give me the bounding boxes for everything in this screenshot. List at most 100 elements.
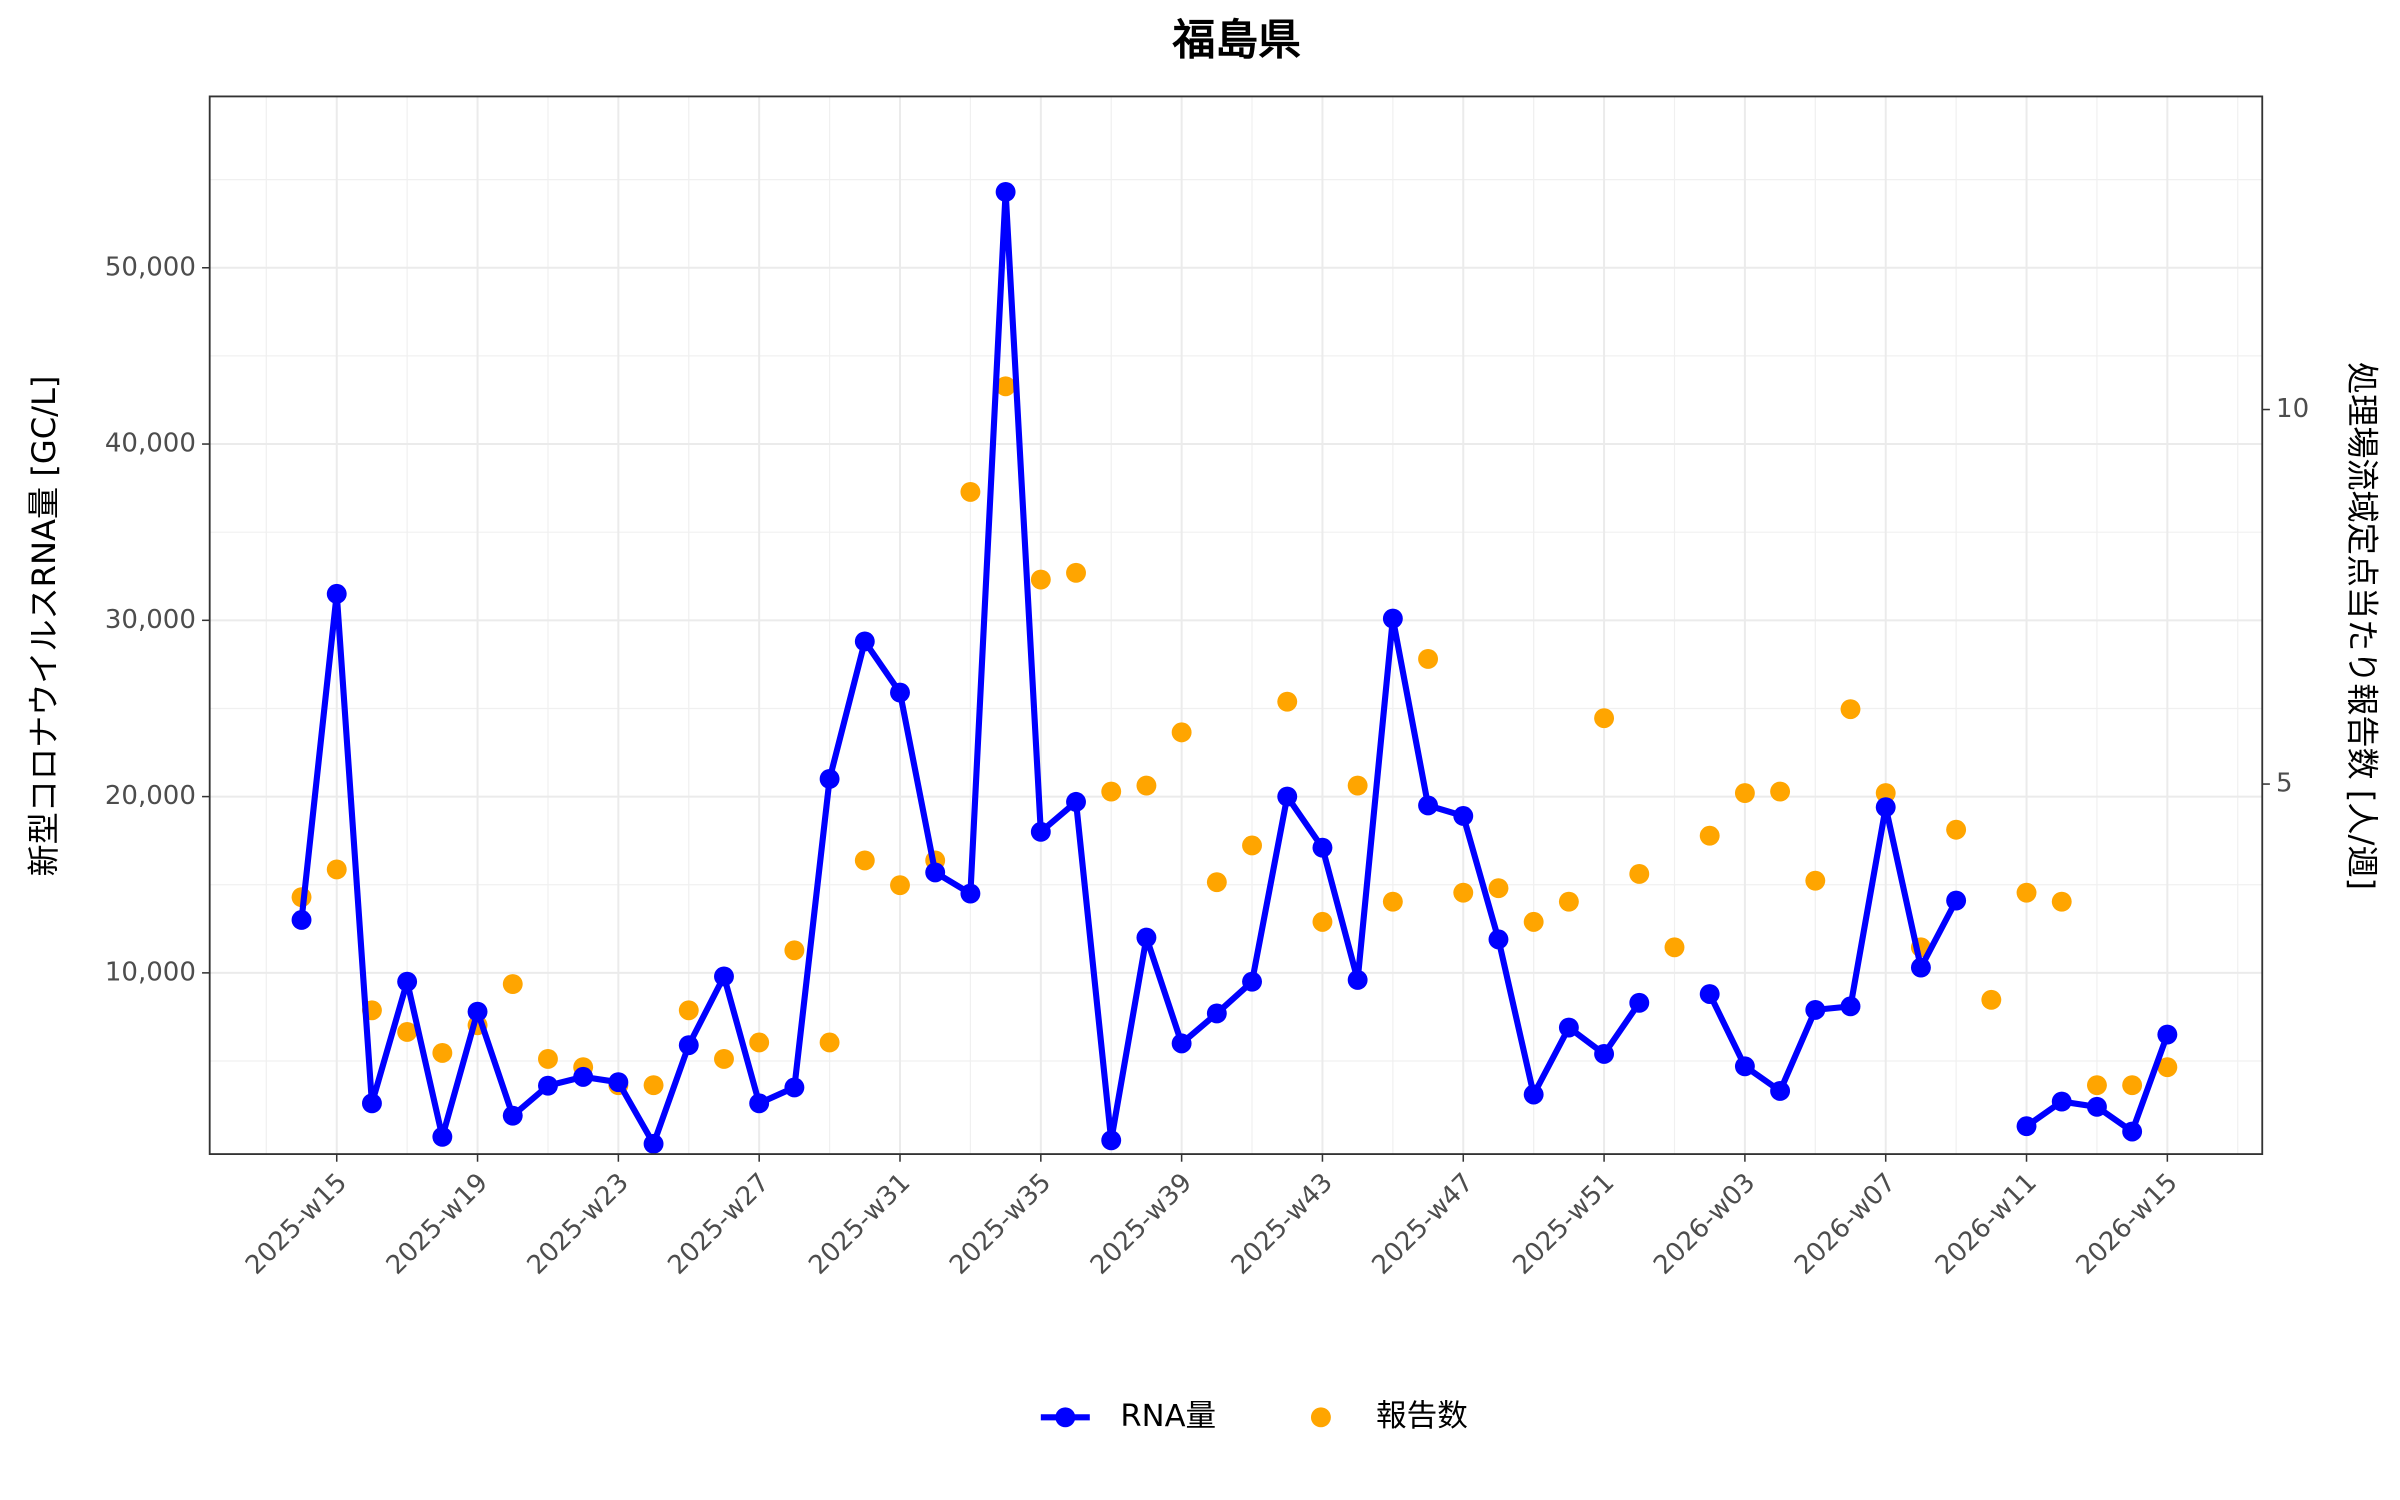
rna-point xyxy=(1840,996,1861,1017)
rna-point xyxy=(1312,837,1333,858)
report-point xyxy=(538,1049,558,1069)
x-tick-label: 2025-w15 xyxy=(240,1168,353,1281)
rna-point xyxy=(1418,795,1439,816)
report-point xyxy=(1558,891,1579,912)
report-point xyxy=(890,875,910,896)
x-tick-label: 2026-w07 xyxy=(1789,1168,1902,1281)
y2-tick-label: 5 xyxy=(2276,769,2293,799)
report-point xyxy=(1171,722,1192,743)
report-point xyxy=(1312,911,1333,932)
rna-point xyxy=(1734,1056,1755,1077)
rna-point xyxy=(890,682,910,703)
x-tick-label: 2025-w19 xyxy=(381,1168,494,1281)
rna-point xyxy=(1030,821,1051,842)
y-tick-label: 20,000 xyxy=(105,781,196,811)
report-point xyxy=(2157,1057,2178,1078)
report-point xyxy=(819,1032,840,1053)
report-point xyxy=(2016,882,2037,903)
rna-point xyxy=(2086,1096,2107,1117)
x-tick-label: 2025-w23 xyxy=(522,1168,635,1281)
rna-point xyxy=(643,1133,664,1154)
rna-point xyxy=(432,1126,453,1147)
x-tick-label: 2026-w03 xyxy=(1648,1168,1761,1281)
rna-point xyxy=(1136,927,1157,948)
rna-point xyxy=(819,769,840,789)
y-tick-label: 10,000 xyxy=(105,957,196,987)
rna-point xyxy=(2016,1116,2037,1137)
report-point xyxy=(1382,891,1403,912)
rna-point xyxy=(1453,806,1474,826)
rna-point xyxy=(925,862,946,883)
x-tick-label: 2025-w39 xyxy=(1085,1168,1198,1281)
report-point xyxy=(1101,781,1122,802)
rna-point xyxy=(960,883,981,904)
rna-point xyxy=(784,1077,805,1098)
report-point xyxy=(1699,825,1720,846)
report-point xyxy=(643,1075,664,1096)
report-point xyxy=(678,1000,699,1021)
rna-point xyxy=(1910,957,1931,978)
rna-point xyxy=(714,966,734,987)
rna-point xyxy=(1946,890,1967,911)
rna-point xyxy=(326,583,347,604)
rna-point xyxy=(1277,786,1298,807)
rna-point xyxy=(1066,791,1086,812)
x-tick-label: 2025-w31 xyxy=(803,1168,916,1281)
chart-title: 福島県 xyxy=(1171,15,1301,65)
x-tick-label: 2025-w51 xyxy=(1507,1168,1620,1281)
report-point xyxy=(1418,649,1439,669)
report-point xyxy=(1734,783,1755,803)
rna-point xyxy=(1805,999,1826,1020)
report-point xyxy=(1629,863,1650,884)
report-point xyxy=(1875,783,1896,803)
report-point xyxy=(1347,775,1368,796)
report-point xyxy=(502,974,523,994)
rna-point xyxy=(1242,971,1262,992)
rna-point xyxy=(1629,992,1650,1013)
report-point xyxy=(1981,989,2002,1010)
rna-point xyxy=(1347,969,1368,990)
report-point xyxy=(432,1043,453,1063)
report-point xyxy=(2122,1075,2143,1096)
y2-axis-title: 処理場流域定点当たり報告数 [人/週] xyxy=(2343,362,2381,890)
x-tick-label: 2026-w15 xyxy=(2071,1168,2184,1281)
y-tick-label: 30,000 xyxy=(105,605,196,635)
report-point xyxy=(714,1049,734,1069)
rna-point xyxy=(573,1066,594,1087)
report-point xyxy=(1523,911,1544,932)
report-point xyxy=(749,1032,770,1053)
report-point xyxy=(397,1022,418,1042)
x-tick-label: 2025-w47 xyxy=(1367,1168,1480,1281)
report-point xyxy=(960,481,981,502)
rna-point xyxy=(467,1001,488,1022)
x-tick-label: 2025-w35 xyxy=(944,1168,1057,1281)
rna-point xyxy=(2122,1121,2143,1142)
legend-text: RNA量 xyxy=(1120,1399,1216,1434)
report-point xyxy=(995,376,1016,397)
rna-point xyxy=(995,182,1016,202)
rna-point xyxy=(291,910,312,930)
x-tick-label: 2025-w43 xyxy=(1226,1168,1339,1281)
y-tick-label: 40,000 xyxy=(105,429,196,459)
legend-text: 報告数 xyxy=(1376,1399,1468,1434)
report-point xyxy=(1136,775,1157,796)
x-tick-label: 2026-w11 xyxy=(1930,1168,2043,1281)
report-point xyxy=(1030,569,1051,590)
rna-point xyxy=(1558,1017,1579,1038)
report-point xyxy=(1242,835,1262,856)
report-point xyxy=(1488,878,1509,899)
rna-point xyxy=(1875,797,1896,818)
legend-marker xyxy=(1310,1407,1331,1428)
report-point xyxy=(1277,691,1298,712)
plot-background xyxy=(209,96,2263,1155)
x-tick-label: 2025-w27 xyxy=(662,1168,775,1281)
report-point xyxy=(784,940,805,961)
report-point xyxy=(1770,781,1791,802)
rna-point xyxy=(502,1105,523,1126)
y-tick-label: 50,000 xyxy=(105,252,196,282)
y-axis-title: 新型コロナウイルスRNA量 [GC/L] xyxy=(25,376,63,877)
rna-point xyxy=(1488,929,1509,950)
rna-point xyxy=(608,1072,629,1093)
